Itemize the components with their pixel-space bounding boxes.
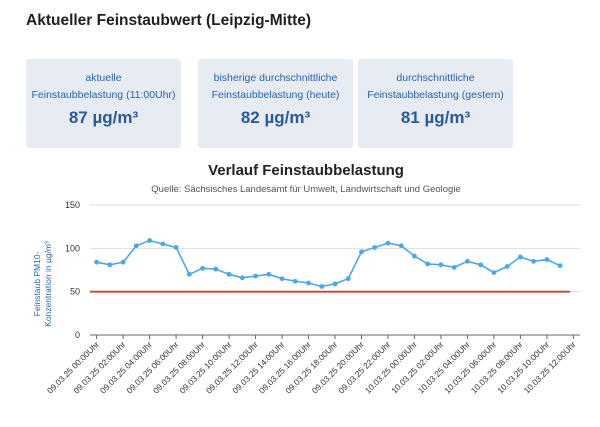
series xyxy=(94,238,563,289)
data-point[interactable] xyxy=(478,262,484,268)
data-point[interactable] xyxy=(518,254,523,260)
data-point[interactable] xyxy=(160,241,166,247)
data-point[interactable] xyxy=(173,245,179,250)
today-average-card: bisherige durchschnittliche Feinstaubbela… xyxy=(198,59,353,148)
series-line xyxy=(96,239,561,288)
grid xyxy=(90,204,580,336)
y-tick-label: 50 xyxy=(70,287,80,297)
y-axis: 0 50 100 150 xyxy=(65,200,80,340)
data-point[interactable] xyxy=(94,259,100,265)
y-axis-label: Feinstaub PM10- Konzentration in µg/m³ xyxy=(32,241,53,327)
data-point[interactable] xyxy=(359,249,364,255)
data-point[interactable] xyxy=(226,271,232,277)
data-point[interactable] xyxy=(319,284,325,289)
data-point[interactable] xyxy=(253,273,258,279)
data-point[interactable] xyxy=(372,245,378,250)
data-point[interactable] xyxy=(531,258,537,264)
y-axis-label-line1: Feinstaub PM10- xyxy=(32,251,42,316)
card-label: aktuelle Feinstaubbelastung (11:00Uhr) xyxy=(31,72,176,101)
pm10-line-chart: Verlauf Feinstaubbelastung Quelle: Sächs… xyxy=(32,162,580,395)
data-point[interactable] xyxy=(491,270,497,275)
current-value-card: aktuelle Feinstaubbelastung (11:00Uhr) 87… xyxy=(26,59,181,148)
yesterday-average-card: durchschnittliche Feinstaubbelastung (ges… xyxy=(358,59,513,148)
data-point[interactable] xyxy=(186,271,192,277)
data-point[interactable] xyxy=(279,276,285,282)
data-point[interactable] xyxy=(398,243,404,249)
card-label: bisherige durchschnittliche Feinstaubbela… xyxy=(211,72,340,101)
data-point[interactable] xyxy=(385,240,391,246)
card-value: 87 µg/m³ xyxy=(68,108,139,127)
chart-subtitle: Quelle: Sächsisches Landesamt für Umwelt… xyxy=(151,184,460,195)
data-point[interactable] xyxy=(213,266,219,272)
data-point[interactable] xyxy=(107,262,113,268)
data-point[interactable] xyxy=(425,261,431,267)
data-point[interactable] xyxy=(465,258,470,264)
data-point[interactable] xyxy=(239,275,245,281)
data-point[interactable] xyxy=(544,257,550,262)
data-point[interactable] xyxy=(504,264,510,269)
data-point[interactable] xyxy=(200,265,205,271)
data-point[interactable] xyxy=(438,262,444,268)
page-title: Aktueller Feinstaubwert (Leipzig-Mitte) xyxy=(26,12,312,29)
data-point[interactable] xyxy=(345,276,351,282)
data-point[interactable] xyxy=(120,259,126,265)
data-point[interactable] xyxy=(412,253,417,259)
data-point[interactable] xyxy=(451,265,457,270)
data-point[interactable] xyxy=(306,280,311,286)
y-tick-label: 0 xyxy=(75,330,80,340)
data-point[interactable] xyxy=(557,263,563,269)
data-point[interactable] xyxy=(147,238,152,243)
card-label: durchschnittliche Feinstaubbelastung (ges… xyxy=(367,72,504,101)
y-axis-label-line2: Konzentration in µg/m³ xyxy=(43,241,53,327)
y-tick-label: 100 xyxy=(65,243,80,253)
data-point[interactable] xyxy=(332,281,338,287)
y-tick-label: 150 xyxy=(65,200,80,210)
data-point[interactable] xyxy=(292,278,298,284)
card-value: 81 µg/m³ xyxy=(400,108,471,127)
chart-title: Verlauf Feinstaubbelastung xyxy=(208,162,404,179)
data-point[interactable] xyxy=(266,271,272,277)
card-value: 82 µg/m³ xyxy=(240,108,311,127)
data-point[interactable] xyxy=(133,243,139,249)
